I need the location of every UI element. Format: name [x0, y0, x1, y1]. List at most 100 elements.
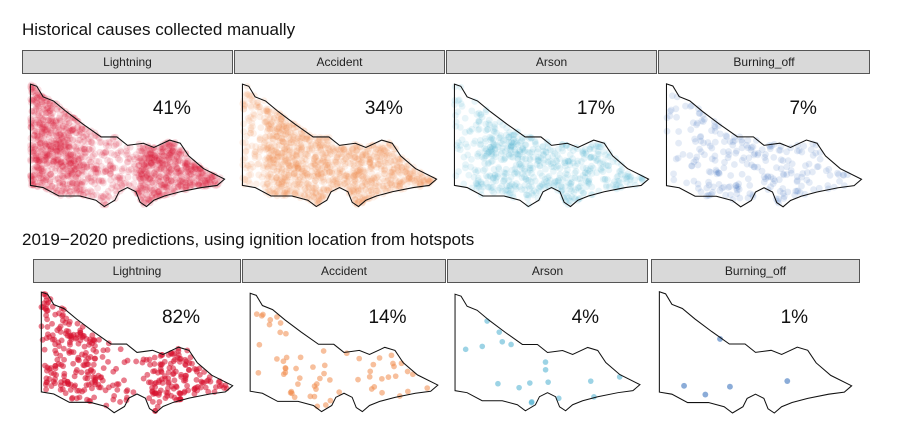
- fire-point: [29, 181, 37, 189]
- fire-point: [697, 137, 705, 145]
- fire-point: [93, 157, 100, 165]
- fire-point: [417, 179, 425, 187]
- fire-point: [253, 103, 260, 110]
- fire-point: [372, 148, 380, 156]
- fire-point: [271, 122, 278, 129]
- fire-point: [148, 162, 156, 170]
- fire-point: [251, 154, 259, 161]
- fire-point: [559, 147, 567, 155]
- fire-point: [345, 143, 352, 151]
- fire-point: [295, 381, 301, 387]
- fire-point: [48, 165, 56, 173]
- fire-point: [693, 153, 701, 161]
- fire-point: [51, 124, 59, 131]
- fire-point: [144, 150, 151, 158]
- fire-point: [283, 142, 291, 150]
- fire-point: [617, 167, 624, 175]
- fire-point: [35, 104, 43, 112]
- fire-point: [115, 174, 123, 182]
- fire-point: [52, 140, 60, 148]
- fire-point: [83, 361, 90, 368]
- fire-point: [35, 165, 43, 172]
- fire-point: [105, 142, 112, 150]
- fire-point: [30, 132, 38, 139]
- fire-point: [321, 158, 329, 166]
- fire-point: [272, 128, 279, 135]
- fire-point: [367, 156, 375, 163]
- fire-point: [316, 186, 323, 194]
- fire-point: [518, 186, 526, 193]
- fire-point: [73, 187, 80, 194]
- fire-point: [137, 187, 145, 194]
- fire-point: [196, 179, 203, 186]
- fire-point: [68, 166, 76, 174]
- fire-point: [333, 154, 341, 162]
- fire-point: [141, 181, 149, 188]
- fire-point: [476, 136, 484, 144]
- fire-point: [139, 144, 147, 152]
- fire-point: [35, 109, 43, 117]
- fire-point: [81, 148, 89, 156]
- fire-point: [207, 378, 214, 385]
- fire-point: [360, 168, 368, 176]
- fire-point: [293, 187, 300, 194]
- fire-point: [184, 382, 191, 389]
- fire-point: [605, 162, 612, 170]
- fire-point: [265, 107, 272, 115]
- fire-point: [192, 165, 199, 173]
- fire-point: [713, 170, 721, 178]
- fire-point: [98, 192, 105, 200]
- fire-point: [84, 135, 92, 143]
- fire-point: [36, 123, 43, 131]
- fire-point: [174, 159, 182, 166]
- fire-point: [68, 126, 76, 134]
- fire-point: [561, 159, 569, 166]
- fire-point: [498, 140, 506, 148]
- fire-point: [668, 92, 676, 100]
- fire-point: [364, 175, 372, 182]
- fire-point: [367, 187, 375, 194]
- fire-point: [528, 189, 536, 197]
- fire-point: [590, 145, 598, 153]
- fire-point: [410, 172, 417, 180]
- fire-point: [581, 145, 589, 153]
- fire-point: [76, 162, 84, 170]
- fire-point: [211, 177, 218, 185]
- fire-point: [139, 174, 147, 182]
- fire-point: [147, 159, 154, 167]
- fire-point: [150, 189, 158, 197]
- fire-point: [163, 184, 171, 192]
- fire-point: [344, 159, 352, 167]
- fire-point: [631, 176, 639, 184]
- fire-point: [301, 185, 309, 193]
- fire-point: [116, 173, 124, 180]
- fire-point: [88, 193, 96, 200]
- fire-point: [32, 152, 40, 160]
- fire-point: [367, 176, 375, 183]
- fire-point: [267, 120, 275, 128]
- fire-point: [478, 180, 486, 188]
- fire-point: [276, 137, 284, 145]
- fire-point: [720, 138, 728, 145]
- fire-point: [293, 148, 301, 156]
- fire-point: [529, 191, 537, 199]
- fire-point: [531, 177, 539, 185]
- fire-point: [490, 151, 497, 159]
- fire-point: [508, 139, 515, 146]
- fire-point: [164, 152, 172, 160]
- fire-point: [161, 181, 169, 188]
- fire-point: [273, 167, 281, 175]
- fire-point: [137, 183, 144, 190]
- fire-point: [542, 148, 550, 156]
- fire-point: [195, 182, 203, 189]
- fire-point: [587, 143, 595, 151]
- fire-point: [55, 146, 62, 153]
- fire-point: [188, 165, 195, 173]
- fire-point: [391, 181, 399, 189]
- fire-point: [266, 182, 273, 190]
- fire-point: [303, 135, 311, 143]
- fire-point: [481, 153, 489, 160]
- fire-point: [30, 107, 38, 115]
- fire-point: [167, 142, 175, 150]
- fire-point: [247, 102, 255, 109]
